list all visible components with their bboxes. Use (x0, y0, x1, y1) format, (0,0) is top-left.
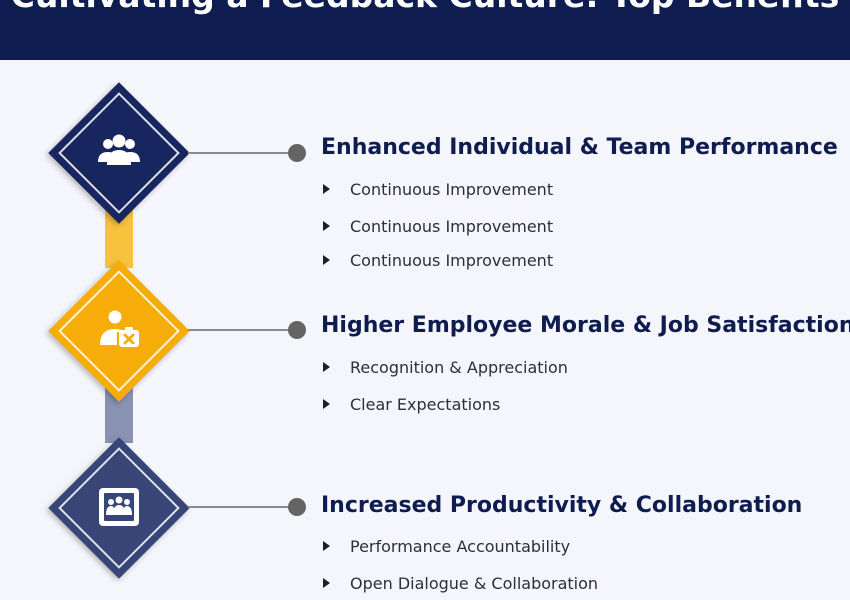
list-item: Recognition & Appreciation (321, 357, 846, 378)
caret-right-icon (323, 255, 330, 265)
list-item: Continuous Improvement (321, 216, 846, 237)
caret-right-icon (323, 221, 330, 231)
team-board-icon (99, 488, 139, 526)
milestone-content: Enhanced Individual & Team Performance C… (321, 134, 846, 271)
caret-right-icon (323, 578, 330, 588)
bullet-list: Continuous Improvement Continuous Improv… (321, 179, 846, 271)
bullet-text: Continuous Improvement (350, 251, 554, 270)
caret-right-icon (323, 541, 330, 551)
header-banner: Cultivating a Feedback Culture: Top Bene… (0, 0, 850, 60)
milestone-content: Increased Productivity & Collaboration P… (321, 492, 846, 594)
bullet-text: Recognition & Appreciation (350, 358, 568, 377)
bullet-text: Continuous Improvement (350, 217, 554, 236)
connector-line (188, 152, 292, 154)
list-item: Continuous Improvement (321, 250, 846, 271)
connector-line (188, 506, 292, 508)
caret-right-icon (323, 362, 330, 372)
connector-line (188, 329, 292, 331)
connector-dot (288, 144, 306, 162)
bullet-text: Continuous Improvement (350, 180, 554, 199)
milestone-title: Increased Productivity & Collaboration (321, 493, 803, 518)
bullet-list: Recognition & Appreciation Clear Expecta… (321, 357, 846, 415)
bullet-text: Performance Accountability (350, 537, 571, 556)
list-item: Clear Expectations (321, 394, 846, 415)
milestone-content: Higher Employee Morale & Job Satisfactio… (321, 312, 850, 415)
connector-dot (288, 498, 306, 516)
team-group-icon (98, 134, 140, 165)
bullet-text: Open Dialogue & Collaboration (350, 574, 599, 593)
caret-right-icon (323, 184, 330, 194)
page-title: Cultivating a Feedback Culture: Top Bene… (0, 0, 850, 12)
bullet-text: Clear Expectations (350, 395, 501, 414)
caret-right-icon (323, 399, 330, 409)
list-item: Performance Accountability (321, 536, 846, 557)
list-item: Open Dialogue & Collaboration (321, 573, 846, 594)
bullet-list: Performance Accountability Open Dialogue… (321, 536, 846, 594)
milestone-title: Enhanced Individual & Team Performance (321, 135, 838, 160)
milestone-title: Higher Employee Morale & Job Satisfactio… (321, 313, 850, 338)
employee-badge-icon (100, 310, 139, 347)
connector-dot (288, 321, 306, 339)
list-item: Continuous Improvement (321, 179, 846, 200)
